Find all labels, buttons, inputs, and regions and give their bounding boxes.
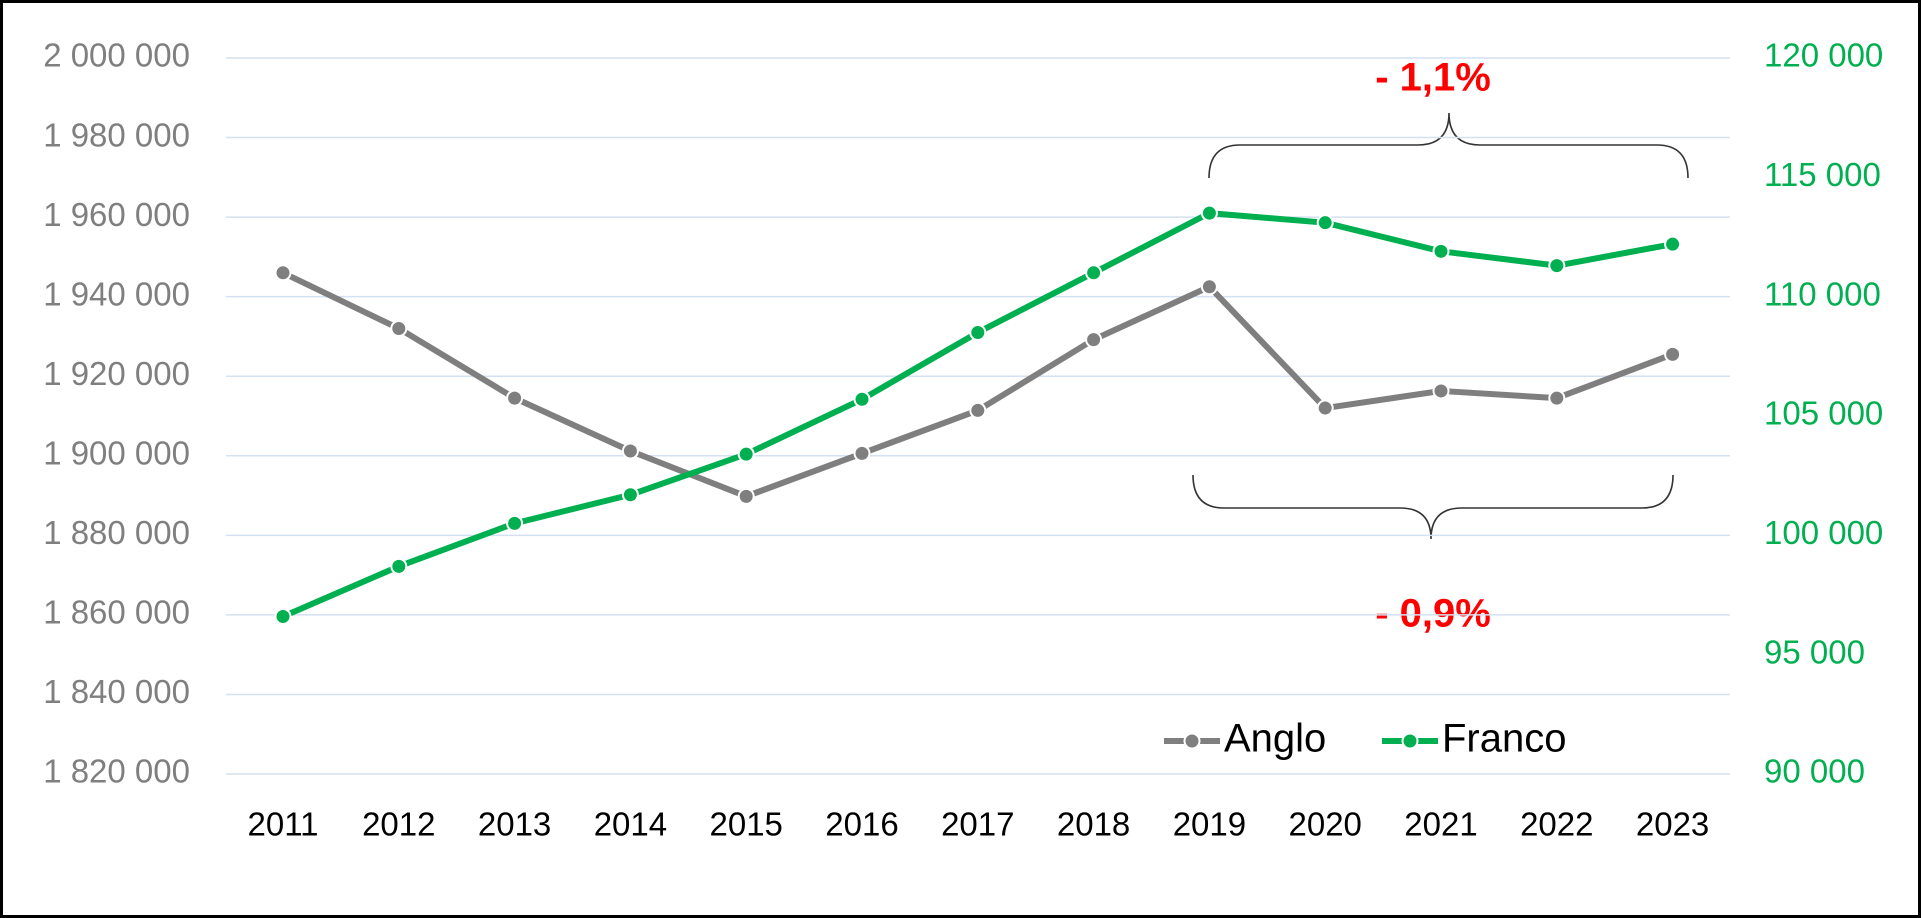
- y-tick-label: 1 820 000: [43, 753, 190, 790]
- y-tick-label: 1 880 000: [43, 514, 190, 551]
- y-tick-label: 1 940 000: [43, 275, 190, 312]
- data-point: [737, 445, 755, 463]
- data-point: [274, 264, 292, 282]
- data-point: [621, 442, 639, 460]
- legend-label: Franco: [1442, 717, 1567, 761]
- brace-bottom: [1192, 474, 1674, 540]
- x-tick-label: 2014: [594, 806, 667, 843]
- brace-top: [1208, 112, 1689, 179]
- data-point: [274, 607, 292, 625]
- legend-marker: [1401, 732, 1419, 750]
- legend-marker: [1183, 732, 1201, 750]
- x-tick-label: 2011: [248, 806, 319, 843]
- data-point: [1200, 278, 1218, 296]
- x-tick-label: 2021: [1404, 806, 1477, 843]
- annotation: - 1,1%: [1375, 56, 1491, 100]
- data-point: [1316, 214, 1334, 232]
- data-point: [390, 319, 408, 337]
- annotation: - 0,9%: [1375, 592, 1491, 636]
- x-tick-label: 2015: [709, 806, 782, 843]
- y-tick-label: 1 980 000: [43, 116, 190, 153]
- y-tick-label: 1 920 000: [43, 355, 190, 392]
- x-tick-label: 2022: [1520, 806, 1593, 843]
- data-point: [1200, 204, 1218, 222]
- x-tick-label: 2017: [941, 806, 1014, 843]
- data-point: [853, 390, 871, 408]
- y2-tick-label: 120 000: [1764, 37, 1883, 74]
- data-point: [1664, 345, 1682, 363]
- data-point: [506, 389, 524, 407]
- x-tick-label: 2013: [478, 806, 551, 843]
- data-point: [969, 401, 987, 419]
- data-point: [1432, 242, 1450, 260]
- data-point: [1664, 235, 1682, 253]
- x-tick-label: 2018: [1057, 806, 1130, 843]
- y2-tick-label: 110 000: [1764, 275, 1881, 312]
- y-tick-label: 1 960 000: [43, 196, 190, 233]
- data-point: [737, 487, 755, 505]
- data-point: [1316, 399, 1334, 417]
- y-tick-label: 1 900 000: [43, 434, 190, 471]
- data-point: [1548, 257, 1566, 275]
- x-tick-label: 2023: [1636, 806, 1709, 843]
- data-point: [1432, 382, 1450, 400]
- x-tick-label: 2016: [825, 806, 898, 843]
- data-point: [853, 444, 871, 462]
- x-tick-label: 2019: [1173, 806, 1246, 843]
- y2-tick-label: 115 000: [1764, 156, 1881, 193]
- data-point: [390, 557, 408, 575]
- data-point: [1085, 264, 1103, 282]
- legend-label: Anglo: [1224, 717, 1326, 761]
- data-point: [621, 486, 639, 504]
- y-tick-label: 1 860 000: [43, 594, 190, 631]
- y2-tick-label: 105 000: [1764, 395, 1883, 432]
- y2-tick-label: 100 000: [1764, 514, 1883, 551]
- data-point: [969, 323, 987, 341]
- y-tick-label: 2 000 000: [43, 37, 190, 74]
- y2-tick-label: 90 000: [1764, 753, 1865, 790]
- data-point: [1085, 331, 1103, 349]
- data-point: [506, 514, 524, 532]
- y2-tick-label: 95 000: [1764, 633, 1865, 670]
- x-tick-label: 2012: [362, 806, 435, 843]
- data-point: [1548, 389, 1566, 407]
- x-tick-label: 2020: [1288, 806, 1361, 843]
- y-tick-label: 1 840 000: [43, 673, 190, 710]
